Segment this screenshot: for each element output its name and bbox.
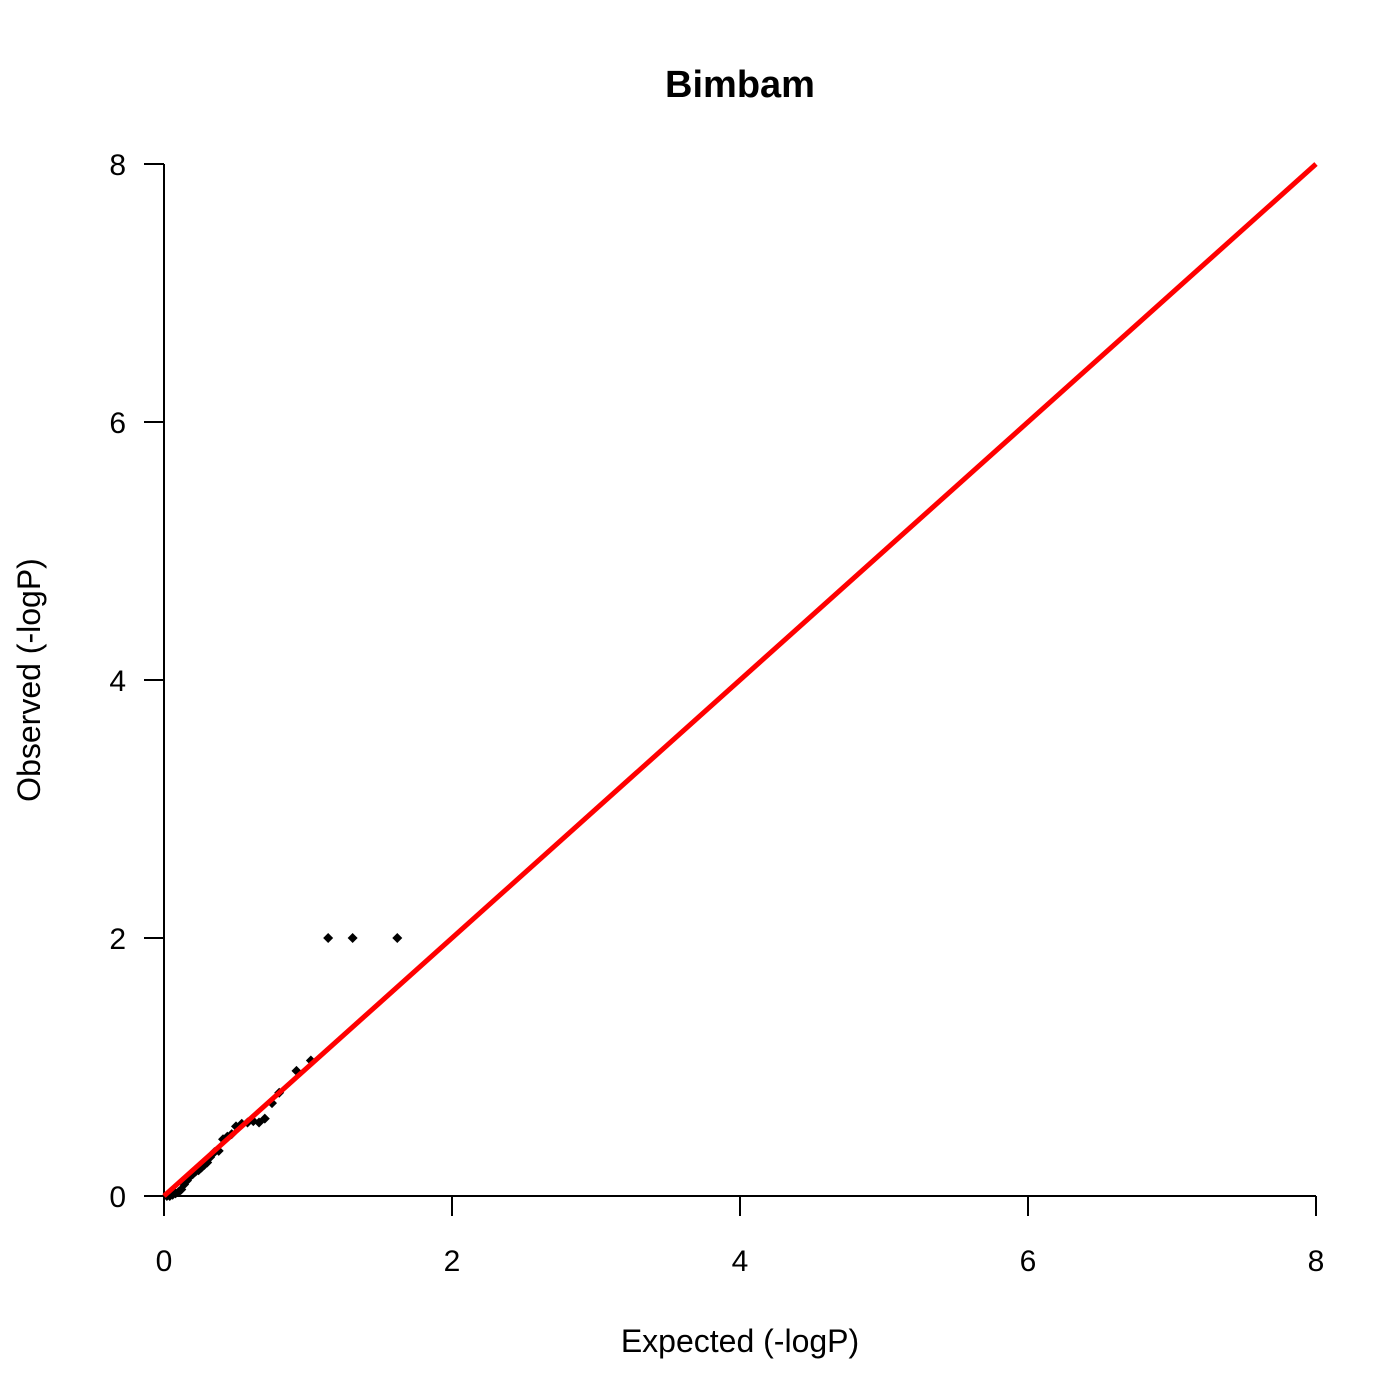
y-tick-label: 0 xyxy=(109,1181,126,1214)
chart-title: Bimbam xyxy=(665,64,815,106)
x-tick-label: 4 xyxy=(732,1245,749,1278)
x-tick-label: 8 xyxy=(1308,1245,1325,1278)
x-tick-label: 2 xyxy=(444,1245,461,1278)
y-axis: 0 2 4 6 8 xyxy=(109,149,165,1214)
data-point xyxy=(323,933,334,943)
data-point xyxy=(347,933,358,943)
x-ticks: 0 2 4 6 8 xyxy=(156,1196,1325,1278)
y-tick-label: 6 xyxy=(109,407,126,440)
x-axis: 0 2 4 6 8 xyxy=(156,1195,1325,1278)
y-axis-label: Observed (-logP) xyxy=(11,558,47,802)
y-tick-label: 8 xyxy=(109,149,126,182)
y-tick-label: 4 xyxy=(109,665,126,698)
x-axis-label: Expected (-logP) xyxy=(621,1323,859,1359)
reference-line xyxy=(162,162,1318,1198)
y-ticks: 0 2 4 6 8 xyxy=(109,149,164,1214)
x-tick-label: 6 xyxy=(1020,1245,1037,1278)
data-point xyxy=(392,933,403,943)
y-tick-label: 2 xyxy=(109,923,126,956)
data-points xyxy=(161,933,403,1201)
x-tick-label: 0 xyxy=(156,1245,173,1278)
data-point xyxy=(259,1113,270,1124)
